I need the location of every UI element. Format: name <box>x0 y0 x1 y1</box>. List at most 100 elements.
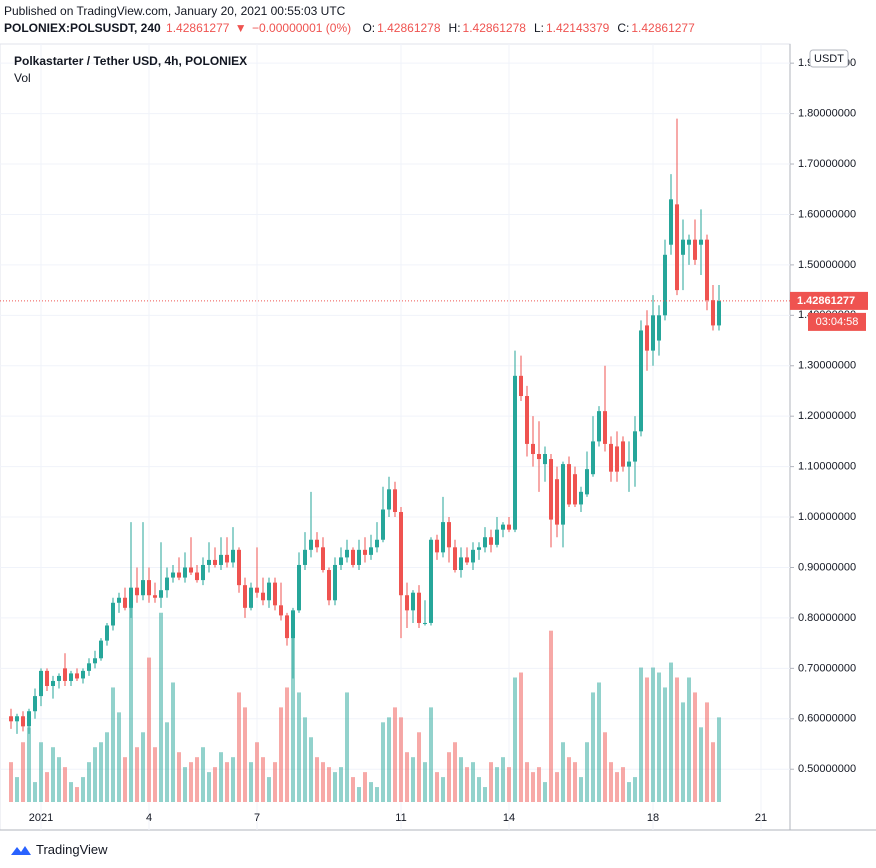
volume-bar <box>147 657 151 802</box>
candle-body <box>267 582 271 601</box>
candle-body <box>57 675 61 681</box>
volume-bar <box>291 622 295 802</box>
published-line: Published on TradingView.com, January 20… <box>4 4 346 18</box>
volume-bar <box>45 772 49 802</box>
volume-bar <box>483 787 487 802</box>
candle-body <box>207 559 211 565</box>
volume-bar <box>33 782 37 802</box>
volume-bar <box>609 762 613 802</box>
candle-body <box>105 625 109 641</box>
candle-body <box>411 592 415 611</box>
volume-bar <box>513 677 517 802</box>
volume-bar <box>657 672 661 802</box>
candle-body <box>33 696 37 712</box>
candle-body <box>549 459 553 520</box>
candle-body <box>597 411 601 442</box>
volume-bar <box>669 662 673 802</box>
candle-body <box>315 539 319 548</box>
candle-body <box>453 547 457 571</box>
volume-bar <box>615 772 619 802</box>
candle-body <box>111 602 115 626</box>
candle-body <box>627 461 631 467</box>
y-tick-label: 1.30000000 <box>798 360 856 372</box>
footer: TradingView <box>10 842 108 857</box>
candle-body <box>351 549 355 565</box>
y-tick-label: 1.10000000 <box>798 461 856 473</box>
volume-bar <box>75 787 79 802</box>
candle-body <box>177 572 181 578</box>
volume-bar <box>639 667 643 802</box>
candle-body <box>639 330 643 432</box>
volume-bar <box>543 782 547 802</box>
y-tick-label: 0.80000000 <box>798 612 856 624</box>
volume-bar <box>519 672 523 802</box>
volume-bar <box>621 767 625 802</box>
volume-bar <box>135 747 139 802</box>
volume-bar <box>231 757 235 802</box>
volume-bar <box>69 782 73 802</box>
candle-body <box>135 587 139 596</box>
volume-bar <box>465 767 469 802</box>
symbol: POLONIEX:POLSUSDT, 240 <box>4 21 161 35</box>
candle-body <box>525 396 529 444</box>
candle-body <box>669 199 673 245</box>
volume-bar <box>297 692 301 802</box>
volume-bar <box>117 712 121 802</box>
volume-bar <box>459 757 463 802</box>
volume-bar <box>219 752 223 802</box>
candle-body <box>117 597 121 603</box>
candle-body <box>9 716 13 722</box>
volume-bar <box>183 767 187 802</box>
volume-bar <box>453 742 457 802</box>
volume-bar <box>435 772 439 802</box>
candle-body <box>693 239 697 260</box>
candle-body <box>561 464 565 525</box>
volume-bar <box>99 742 103 802</box>
volume-bar <box>339 767 343 802</box>
volume-layer <box>9 602 721 802</box>
volume-bar <box>603 732 607 802</box>
y-tick-label: 1.80000000 <box>798 107 856 119</box>
candle-body <box>591 441 595 475</box>
candle-body <box>69 673 73 681</box>
ohlc-key: C: <box>617 21 630 35</box>
volume-bar <box>651 667 655 802</box>
ohlc: O: 1.42861278 H: 1.42861278 L: 1.42143379 C: 1.… <box>356 21 696 35</box>
candle-body <box>75 673 79 679</box>
candle-body <box>363 549 367 555</box>
candle-body <box>237 549 241 586</box>
candle-body <box>201 564 205 581</box>
candle-body <box>147 580 151 596</box>
candle-body <box>663 254 667 316</box>
volume-bar <box>279 707 283 802</box>
x-tick-label: 2021 <box>29 812 53 824</box>
volume-bar <box>213 767 217 802</box>
volume-bar <box>315 757 319 802</box>
candle-body <box>21 716 25 727</box>
currency-box <box>809 49 849 68</box>
volume-bar <box>237 692 241 802</box>
x-tick-label: 18 <box>647 812 659 824</box>
x-tick-label: 21 <box>755 812 767 824</box>
volume-bar <box>711 742 715 802</box>
volume-bar <box>573 762 577 802</box>
candle-body <box>513 375 517 530</box>
candle-body <box>309 539 313 550</box>
candle-body <box>369 547 373 555</box>
candle-body <box>165 577 169 591</box>
volume-bar <box>699 727 703 802</box>
candle-body <box>291 610 295 639</box>
volume-bar <box>393 707 397 802</box>
volume-bar <box>705 702 709 802</box>
candle-body <box>327 570 331 601</box>
candle-body <box>387 489 391 510</box>
last-price-box <box>790 291 868 310</box>
candle-body <box>93 658 97 664</box>
last-price: 1.42861277 <box>166 21 230 35</box>
volume-bar <box>255 742 259 802</box>
candle-body <box>417 592 421 623</box>
candle-layer <box>9 118 721 734</box>
axes: 0.50000000 0.60000000 0.70000000 0.80000000… <box>0 49 868 824</box>
ohlc-key: H: <box>448 21 461 35</box>
candle-body <box>123 597 127 608</box>
